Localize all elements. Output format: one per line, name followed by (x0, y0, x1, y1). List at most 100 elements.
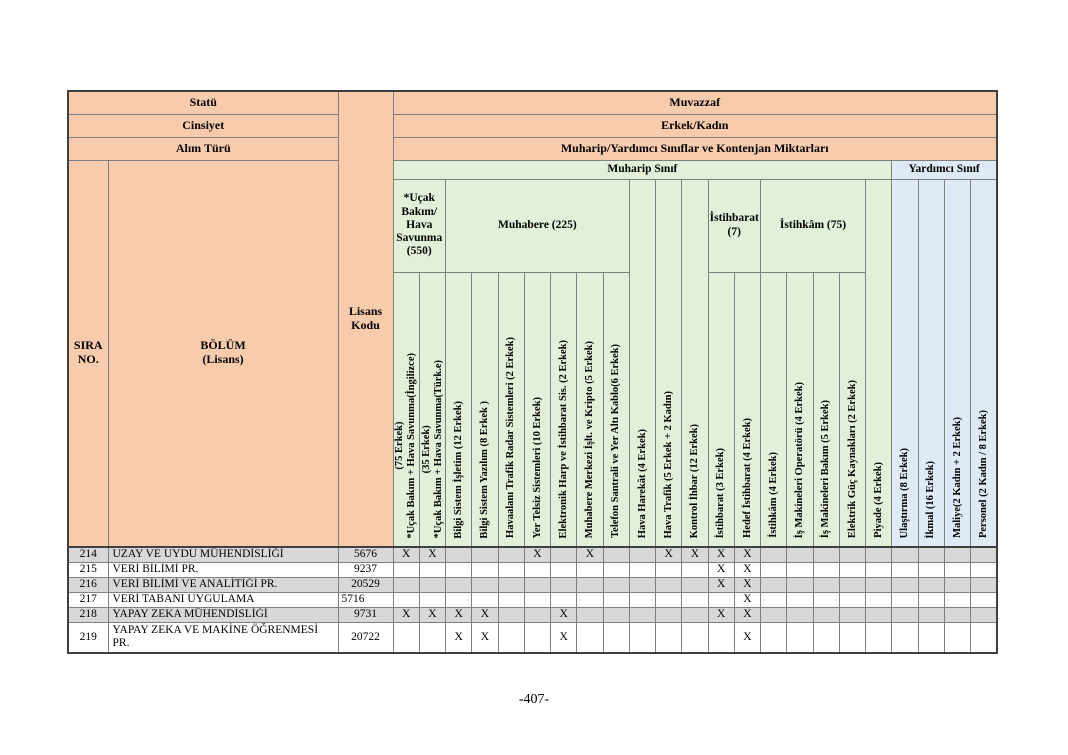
group-muhabere: Muhabere (225) (445, 178, 630, 273)
mark-cell (917, 546, 945, 563)
mark-cell (759, 606, 788, 623)
table-row-216: 216 VERİ BİLİMİ VE ANALİTİĞİ PR. 20529 X… (67, 576, 998, 593)
row-no: 218 (67, 606, 109, 623)
mark-cell (864, 576, 893, 593)
mark-cell: X (523, 546, 552, 563)
license-code: 5676 (337, 546, 394, 563)
mark-cell (418, 621, 447, 654)
mark-cell (628, 621, 657, 654)
mark-cell (891, 591, 919, 608)
mark-cell (970, 576, 998, 593)
mark-cell (471, 546, 499, 563)
mark-cell (864, 591, 893, 608)
mark-cell (864, 546, 893, 563)
mark-cell (523, 621, 552, 654)
mark-cell: X (418, 546, 447, 563)
mark-cell: X (392, 546, 420, 563)
column-label: Elektronik Harp ve İstihbarat Sis. (2 Er… (557, 339, 569, 539)
muvazzaf-value: Muvazzaf (392, 90, 998, 115)
mark-cell (759, 576, 788, 593)
mark-cell: X (733, 546, 762, 563)
mark-cell (628, 606, 657, 623)
column-label: Hava Trafik (5 Erkek + 2 Kadın) (662, 390, 674, 539)
mark-cell (917, 606, 945, 623)
cinsiyet-value: Erkek/Kadın (392, 113, 998, 138)
mark-cell (497, 546, 525, 563)
license-code: 20529 (337, 576, 394, 593)
mark-cell (970, 546, 998, 563)
column-header-telefon-santrali: Telefon Santrali ve Yer Altı Kablo(6 Erk… (602, 271, 630, 548)
mark-cell: X (733, 591, 762, 608)
mark-cell (681, 591, 709, 608)
mark-cell (786, 576, 814, 593)
mark-cell (497, 561, 525, 578)
mark-cell (943, 561, 972, 578)
column-label: Elektrik Güç Kaynakları (2 Erkek) (846, 380, 858, 539)
mark-cell (812, 546, 840, 563)
statu-label: Statü (67, 90, 339, 115)
mark-cell (838, 591, 867, 608)
cinsiyet-label: Cinsiyet (67, 113, 339, 138)
bolum-header: BÖLÜM (Lisans) (107, 159, 339, 548)
lisans-kodu-header: Lisans Kodu (337, 90, 394, 548)
column-header-ulastirma: Ulaştırma (8 Erkek) (891, 178, 919, 548)
license-code: 9731 (337, 606, 394, 623)
mark-cell (970, 591, 998, 608)
mark-cell (471, 591, 499, 608)
column-header-istihkam4: İstihkâm (4 Erkek) (759, 271, 788, 548)
column-label: Personel (2 Kadın / 8 Erkek) (977, 410, 989, 539)
mark-cell (681, 621, 709, 654)
mark-cell (497, 591, 525, 608)
mark-cell: X (681, 546, 709, 563)
mark-cell (418, 576, 447, 593)
group-istihkam: İstihkâm (75) (760, 178, 866, 273)
mark-cell (838, 606, 867, 623)
mark-cell (864, 621, 893, 654)
column-header-ucak-turk: *Uçak Bakım + Hava Savunma(Türk.e) (35 E… (418, 271, 447, 548)
mark-cell (654, 576, 683, 593)
department-name: VERİ TABANI UYGULAMA (107, 591, 339, 608)
mark-cell (549, 561, 578, 578)
mark-cell (602, 621, 630, 654)
mark-cell (418, 561, 447, 578)
column-header-personel: Personel (2 Kadın / 8 Erkek) (970, 178, 998, 548)
column-label: İş Makineleri Operatörü (4 Erkek) (794, 381, 805, 539)
mark-cell (523, 561, 552, 578)
mark-cell (602, 561, 630, 578)
mark-cell (759, 546, 788, 563)
mark-cell: X (418, 606, 447, 623)
column-label: Ulaştırma (8 Erkek) (899, 447, 910, 539)
table-row-214: 214 UZAY VE UYDU MÜHENDİSLİĞİ 5676 X X X… (67, 546, 998, 563)
mark-cell (602, 606, 630, 623)
mark-cell (392, 576, 420, 593)
table-row-218: 218 YAPAY ZEKA MÜHENDİSLİĞİ 9731 X X X X… (67, 606, 998, 623)
mark-cell (943, 546, 972, 563)
table-row-219: 219 YAPAY ZEKA VE MAKİNE ÖĞRENMESİ PR. 2… (67, 621, 998, 654)
mark-cell (812, 561, 840, 578)
mark-cell (786, 546, 814, 563)
mark-cell (549, 576, 578, 593)
mark-cell (654, 561, 683, 578)
department-name: UZAY VE UYDU MÜHENDİSLİĞİ (107, 546, 339, 563)
mark-cell (654, 591, 683, 608)
kontenjan-table: Statü Lisans Kodu Muvazzaf Cinsiyet Erke… (67, 90, 998, 654)
muharip-sinif-band: Muharip Sınıf (392, 159, 893, 180)
mark-cell (970, 561, 998, 578)
mark-cell (576, 561, 604, 578)
group-istihbarat: İstihbarat (7) (707, 178, 761, 273)
column-header-bilgi-isletim: Bilgi Sistem İşletim (12 Erkek) (444, 271, 473, 548)
mark-cell (864, 561, 893, 578)
department-name: VERİ BİLİMİ VE ANALİTİĞİ PR. (107, 576, 339, 593)
row-no: 215 (67, 561, 109, 578)
column-label: *Uçak Bakım + Hava Savunma(Türk.e) (35 E… (420, 359, 444, 539)
mark-cell (891, 576, 919, 593)
mark-cell (707, 591, 735, 608)
mark-cell (628, 561, 657, 578)
column-label: Havaalanı Trafik Radar Sistemleri (2 Erk… (505, 337, 517, 539)
table-row-217: 217 VERİ TABANI UYGULAMA 5716 X (67, 591, 998, 608)
column-header-maliye: Maliye(2 Kadın + 2 Erkek) (943, 178, 972, 548)
department-name: VERİ BİLİMİ PR. (107, 561, 339, 578)
mark-cell (917, 591, 945, 608)
department-name: YAPAY ZEKA MÜHENDİSLİĞİ (107, 606, 339, 623)
mark-cell (497, 576, 525, 593)
